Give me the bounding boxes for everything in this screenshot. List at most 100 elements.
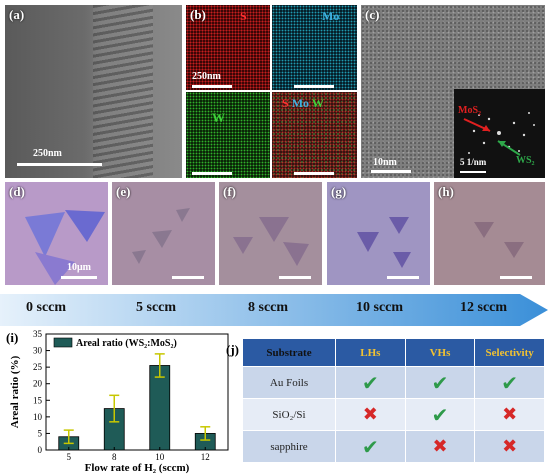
table-cell: ✖ (474, 398, 545, 431)
fft-scale-label: 5 1/nm (460, 157, 487, 167)
table-cell: ✔ (335, 366, 406, 399)
table-cell: ✔ (474, 366, 545, 399)
panel-j-label: (j) (226, 342, 239, 357)
panel-g: (g) (327, 182, 430, 285)
x-tick-label: 10 (155, 452, 165, 462)
substrate-name: Au Foils (242, 366, 336, 399)
panel-e-label: (e) (116, 184, 131, 199)
x-tick-label: 8 (112, 452, 117, 462)
overlay-label: S Mo W (282, 96, 324, 111)
y-tick-label: 20 (33, 379, 43, 389)
scale-bar (17, 163, 102, 166)
substrate-name: sapphire (242, 430, 336, 463)
y-tick-label: 15 (33, 395, 43, 405)
check-icon: ✔ (431, 402, 449, 427)
scale-bar (294, 172, 334, 175)
y-tick-label: 30 (33, 346, 43, 356)
overlay-s: S (282, 96, 289, 110)
scale-bar-label: 10nm (373, 157, 397, 168)
table-row: SiO₂/Si ✖ ✔ ✖ (242, 398, 545, 431)
legend-label: Areal ratio (WS₂:MoS₂) (76, 338, 177, 349)
flow-arrow (0, 294, 548, 326)
y-tick-label: 10 (33, 412, 43, 422)
scale-bar (61, 276, 97, 279)
table-cell: ✖ (335, 398, 406, 431)
panel-d: (d) 10μm (5, 182, 108, 285)
panel-b-mo-map: Mo (272, 5, 357, 90)
panel-d-label: (d) (9, 184, 25, 199)
panel-b-s-map: (b) S 250nm (186, 5, 270, 90)
header-lhs: LHs (335, 338, 406, 367)
flake-triangles (357, 217, 411, 268)
table-cell: ✔ (404, 398, 476, 431)
scale-bar (192, 85, 232, 88)
scale-bar (387, 276, 419, 279)
table-row: Au Foils ✔ ✔ ✔ (242, 366, 545, 399)
substrate-name: SiO₂/Si (242, 398, 336, 431)
scale-bar (371, 170, 411, 173)
scale-bar (279, 276, 311, 279)
check-icon: ✔ (361, 434, 379, 459)
flow-label-4: 12 sccm (460, 300, 508, 315)
fft-pattern (463, 112, 535, 156)
map-label-w: W (212, 110, 225, 125)
table-cell: ✔ (404, 366, 476, 399)
scale-bar-label: 10μm (67, 262, 91, 273)
map-label-mo: Mo (322, 9, 340, 23)
y-tick-label: 0 (38, 445, 43, 455)
selectivity-table: Substrate LHs VHs Selectivity Au Foils ✔ ✔… (242, 338, 545, 463)
flake-triangles (233, 217, 309, 266)
x-tick-label: 5 (67, 452, 72, 462)
header-vhs: VHs (404, 338, 476, 367)
panel-h-label: (h) (438, 184, 454, 199)
panel-i-label: (i) (6, 330, 19, 345)
table-cell: ✖ (404, 430, 476, 463)
table-row: sapphire ✔ ✖ ✖ (242, 430, 545, 463)
panel-b-label: (b) (190, 7, 206, 22)
sem-boundary (93, 5, 153, 178)
panel-a: (a) 250nm (5, 5, 182, 178)
flake-triangles (474, 222, 524, 258)
overlay-w: W (311, 96, 324, 110)
header-selectivity: Selectivity (474, 338, 545, 367)
bar (149, 365, 171, 451)
flake-triangles (132, 208, 190, 264)
panel-g-label: (g) (331, 184, 347, 199)
panel-a-label: (a) (9, 7, 25, 22)
table-cell: ✔ (335, 430, 406, 463)
ws2-label: WS₂ (516, 155, 535, 166)
scale-bar-label: 250nm (33, 148, 62, 159)
scale-bar (294, 85, 334, 88)
y-tick-label: 25 (33, 362, 43, 372)
flow-label-3: 10 sccm (356, 300, 404, 315)
header-substrate: Substrate (242, 338, 336, 367)
x-tick-label: 12 (201, 452, 210, 462)
panel-f: (f) (219, 182, 322, 285)
map-label-s: S (240, 9, 247, 23)
scale-bar (192, 172, 232, 175)
panel-f-label: (f) (223, 184, 236, 199)
flow-label-0: 0 sccm (26, 300, 67, 315)
panel-b-overlay-map: S Mo W (272, 92, 357, 178)
fft-inset: MoS₂ WS₂ 5 1/nm (454, 89, 545, 178)
cross-icon: ✖ (502, 436, 518, 457)
flow-label-2: 8 sccm (248, 300, 289, 315)
cross-icon: ✖ (432, 436, 448, 457)
y-tick-label: 35 (33, 329, 43, 339)
fft-scale-bar (460, 171, 486, 173)
y-axis-label: Areal ratio (%) (9, 355, 21, 428)
scale-bar-label: 250nm (192, 71, 221, 82)
flow-label-1: 5 sccm (136, 300, 177, 315)
scale-bar (172, 276, 204, 279)
bar-chart: 0 5 10 15 20 25 30 35 5 8 10 12 Areal ratio (WS₂:MoS… (9, 329, 229, 474)
panel-c-label: (c) (365, 7, 380, 22)
overlay-mo: Mo (291, 96, 310, 110)
legend-swatch (53, 337, 73, 348)
panel-b-w-map: W (186, 92, 270, 178)
check-icon: ✔ (361, 370, 379, 395)
check-icon: ✔ (501, 370, 519, 395)
plot-frame (45, 333, 229, 451)
panel-h: (h) (434, 182, 545, 285)
panel-e: (e) (112, 182, 215, 285)
panel-c: (c) 10nm MoS₂ WS₂ 5 1/nm (361, 5, 545, 178)
